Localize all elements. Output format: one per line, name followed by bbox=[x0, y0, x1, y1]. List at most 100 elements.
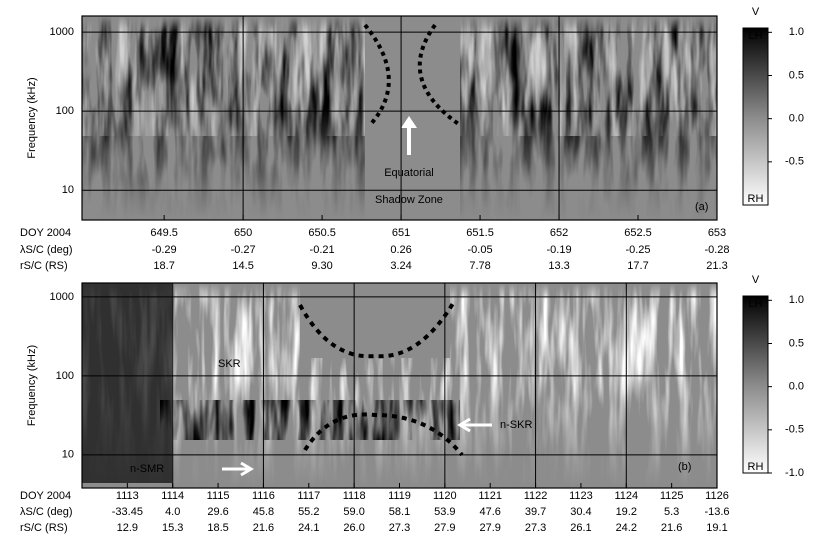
y-tick-label: 100 bbox=[56, 370, 74, 382]
latitude-label: -0.05 bbox=[468, 244, 493, 256]
shadow-boundary bbox=[303, 412, 464, 457]
distance-label: 12.9 bbox=[117, 522, 138, 534]
distance-label: 9.30 bbox=[311, 260, 332, 272]
latitude-label: 30.4 bbox=[570, 506, 591, 518]
distance-label: 21.6 bbox=[661, 522, 682, 534]
y-tick-label: 10 bbox=[62, 184, 74, 196]
arrow bbox=[222, 461, 254, 477]
latitude-label: 4.0 bbox=[165, 506, 180, 518]
annotation: Shadow Zone bbox=[375, 194, 443, 206]
colorbar-bottom-label: RH bbox=[748, 193, 764, 205]
distance-label: 27.3 bbox=[389, 522, 410, 534]
colorbar-tick-label: -1.0 bbox=[785, 467, 804, 479]
y-tick-label: 100 bbox=[56, 105, 74, 117]
latitude-label: 5.3 bbox=[664, 506, 679, 518]
x-tick-label: 651 bbox=[392, 227, 410, 239]
distance-label: 27.3 bbox=[525, 522, 546, 534]
distance-label: 13.3 bbox=[548, 260, 569, 272]
colorbar-tick-label: 0.5 bbox=[789, 337, 804, 349]
latitude-label: 0.26 bbox=[390, 244, 411, 256]
colorbar-tick-label: -0.5 bbox=[785, 156, 804, 168]
y-axis-label: Frequency (kHz) bbox=[26, 345, 38, 426]
colorbar bbox=[742, 295, 769, 474]
distance-label: 7.78 bbox=[469, 260, 490, 272]
x-tick-label: 1118 bbox=[343, 490, 366, 502]
x-tick-label: 649.5 bbox=[150, 227, 178, 239]
colorbar-tick-label: 0.0 bbox=[789, 381, 804, 393]
latitude-label: -33.45 bbox=[112, 506, 143, 518]
panel-label: (b) bbox=[678, 461, 691, 473]
distance-label: 18.5 bbox=[207, 522, 228, 534]
plot-frame bbox=[81, 15, 718, 221]
colorbar-top-label: LH bbox=[748, 298, 762, 310]
row-label: DOY 2004 bbox=[20, 490, 71, 502]
emission-texture bbox=[82, 283, 717, 488]
x-tick-label: 652.5 bbox=[624, 227, 652, 239]
distance-label: 26.1 bbox=[570, 522, 591, 534]
distance-label: 18.7 bbox=[153, 260, 174, 272]
annotation: Equatorial bbox=[384, 167, 434, 179]
latitude-label: 59.0 bbox=[343, 506, 364, 518]
colorbar-tick-label: 1.0 bbox=[789, 294, 804, 306]
x-tick-label: 1124 bbox=[614, 490, 638, 502]
colorbar-top-label: LH bbox=[748, 30, 762, 42]
latitude-label: 53.9 bbox=[434, 506, 455, 518]
y-tick-label: 1000 bbox=[50, 291, 74, 303]
latitude-label: -0.21 bbox=[310, 244, 335, 256]
distance-label: 27.9 bbox=[434, 522, 455, 534]
arrow-head bbox=[401, 116, 417, 128]
latitude-label: 29.6 bbox=[207, 506, 228, 518]
row-label: rS/C (RS) bbox=[20, 260, 68, 272]
x-tick-label: 1116 bbox=[252, 490, 275, 502]
distance-label: 3.24 bbox=[390, 260, 411, 272]
annotation: n-SMR bbox=[130, 463, 164, 475]
latitude-label: 45.8 bbox=[253, 506, 274, 518]
latitude-label: -0.19 bbox=[547, 244, 572, 256]
colorbar bbox=[742, 27, 769, 206]
colorbar-tick-label: 1.0 bbox=[789, 26, 804, 38]
latitude-label: 58.1 bbox=[389, 506, 410, 518]
spectrogram-b bbox=[82, 283, 717, 488]
x-tick-label: 1122 bbox=[524, 490, 548, 502]
x-tick-label: 1115 bbox=[207, 490, 230, 502]
colorbar-tick-label: 0.5 bbox=[789, 69, 804, 81]
x-tick-label: 651.5 bbox=[466, 227, 494, 239]
colorbar-tick-label: -0.5 bbox=[785, 424, 804, 436]
latitude-label: -0.28 bbox=[704, 244, 729, 256]
row-label: λS/C (deg) bbox=[20, 244, 73, 256]
latitude-label: 19.2 bbox=[616, 506, 637, 518]
row-label: DOY 2004 bbox=[20, 227, 71, 239]
y-axis-label: Frequency (kHz) bbox=[26, 77, 38, 158]
plot-frame bbox=[81, 282, 718, 489]
emission-texture bbox=[82, 16, 717, 136]
arrow bbox=[457, 417, 492, 433]
colorbar-title: V bbox=[752, 6, 760, 18]
shadow-boundary bbox=[298, 298, 457, 359]
emission-texture bbox=[82, 283, 172, 483]
x-tick-label: 1120 bbox=[433, 490, 457, 502]
distance-label: 21.6 bbox=[253, 522, 274, 534]
colorbar-title: V bbox=[752, 274, 760, 286]
x-tick-label: 1126 bbox=[705, 490, 729, 502]
distance-label: 19.1 bbox=[706, 522, 727, 534]
latitude-label: -0.29 bbox=[152, 244, 177, 256]
latitude-label: 55.2 bbox=[298, 506, 319, 518]
x-tick-label: 653 bbox=[708, 227, 726, 239]
x-tick-label: 652 bbox=[550, 227, 568, 239]
x-tick-label: 1117 bbox=[297, 490, 320, 502]
annotation: n-SKR bbox=[500, 419, 532, 431]
x-tick-label: 650 bbox=[234, 227, 252, 239]
spectrogram-a bbox=[82, 16, 717, 220]
latitude-label: 39.7 bbox=[525, 506, 546, 518]
y-tick-label: 1000 bbox=[50, 26, 74, 38]
distance-label: 24.2 bbox=[616, 522, 637, 534]
distance-label: 24.1 bbox=[298, 522, 319, 534]
emission-texture bbox=[160, 400, 460, 440]
y-tick-label: 10 bbox=[62, 449, 74, 461]
x-tick-label: 1114 bbox=[161, 490, 184, 502]
x-tick-label: 1119 bbox=[388, 490, 411, 502]
panel-label: (a) bbox=[695, 201, 708, 213]
x-tick-label: 650.5 bbox=[308, 227, 336, 239]
colorbar-tick-label: 0.0 bbox=[789, 113, 804, 125]
row-label: rS/C (RS) bbox=[20, 522, 68, 534]
